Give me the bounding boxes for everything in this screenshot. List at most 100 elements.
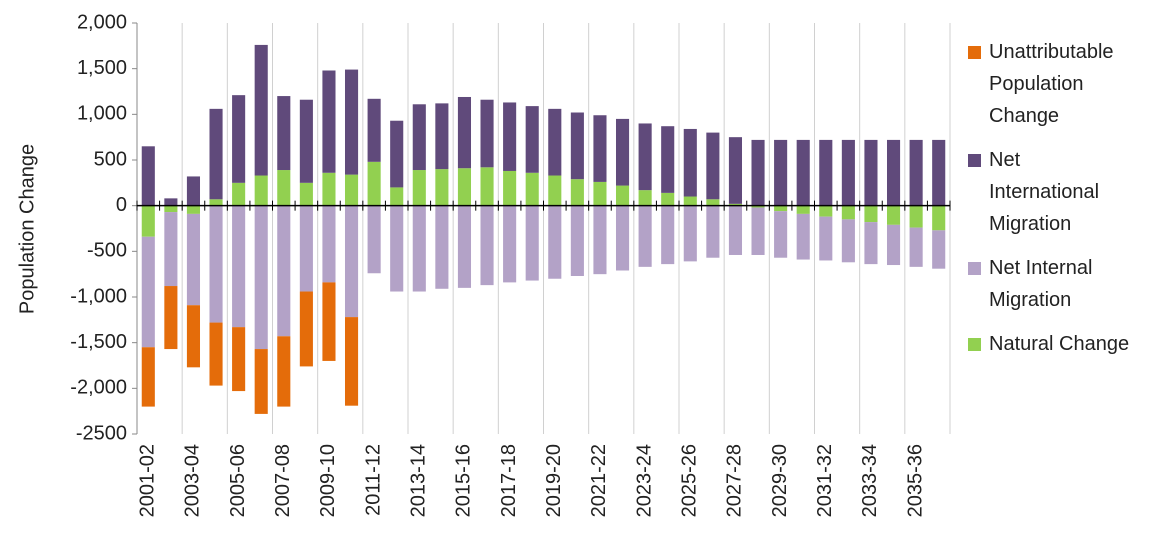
x-tick-label: 2015-16 bbox=[453, 444, 475, 517]
y-tick-label: -2500 bbox=[76, 422, 127, 444]
x-tick-label: 2001-02 bbox=[137, 444, 159, 517]
bar bbox=[819, 216, 833, 261]
bar bbox=[322, 172, 336, 206]
bar bbox=[932, 139, 946, 206]
bar bbox=[209, 199, 223, 206]
bar bbox=[141, 205, 155, 237]
legend-label: Net International Migration bbox=[989, 149, 1100, 235]
bar bbox=[683, 196, 697, 206]
bar bbox=[864, 139, 878, 206]
bar bbox=[886, 224, 901, 266]
x-tick-label: 2029-30 bbox=[769, 444, 791, 517]
bar bbox=[661, 205, 675, 265]
bar bbox=[435, 103, 449, 170]
legend-swatch bbox=[968, 262, 981, 275]
y-tick-label: 500 bbox=[94, 148, 127, 170]
bar bbox=[864, 205, 878, 223]
bar bbox=[661, 192, 675, 206]
bar bbox=[367, 161, 381, 206]
y-tick-label: -500 bbox=[87, 240, 127, 262]
bar bbox=[254, 175, 268, 206]
bar bbox=[390, 187, 404, 206]
bar bbox=[796, 139, 810, 206]
bar bbox=[503, 170, 517, 206]
y-tick-label: 0 bbox=[116, 194, 127, 216]
bar bbox=[277, 205, 291, 337]
bar bbox=[796, 213, 810, 260]
legend-item: Natural Change bbox=[968, 328, 1148, 360]
x-tick-label: 2013-14 bbox=[408, 444, 430, 517]
bar bbox=[503, 102, 517, 171]
bar bbox=[728, 203, 743, 206]
bar bbox=[525, 106, 539, 173]
bar bbox=[819, 139, 833, 206]
bar bbox=[254, 349, 268, 414]
bar bbox=[683, 128, 697, 197]
bar bbox=[209, 108, 223, 200]
bar bbox=[322, 282, 336, 361]
bar bbox=[277, 336, 291, 407]
bar bbox=[412, 205, 426, 292]
x-tick-label: 2009-10 bbox=[317, 444, 339, 517]
bar bbox=[706, 205, 720, 258]
bar bbox=[864, 222, 878, 265]
bar bbox=[322, 205, 336, 283]
bar bbox=[232, 327, 246, 392]
bar bbox=[548, 205, 562, 279]
y-tick-label: 1,000 bbox=[77, 103, 127, 125]
bar bbox=[164, 198, 178, 206]
y-tick-label: -2,000 bbox=[70, 377, 127, 399]
bar bbox=[548, 175, 562, 206]
bar bbox=[254, 205, 268, 350]
bar bbox=[209, 205, 223, 323]
bar bbox=[254, 44, 268, 176]
y-axis-label: Population Change bbox=[16, 144, 38, 314]
legend-item: Unattributable Population Change bbox=[968, 36, 1148, 132]
bar bbox=[164, 205, 178, 213]
bar bbox=[299, 99, 313, 183]
bar bbox=[322, 70, 336, 173]
y-tick-label: -1,000 bbox=[70, 285, 127, 307]
bar bbox=[909, 139, 923, 206]
bar bbox=[593, 205, 607, 275]
bar bbox=[164, 212, 178, 287]
x-tick-label: 2025-26 bbox=[679, 444, 701, 517]
bar bbox=[232, 95, 246, 183]
bar bbox=[841, 205, 855, 220]
bar bbox=[774, 211, 788, 258]
x-tick-label: 2035-36 bbox=[904, 444, 926, 517]
bar bbox=[367, 98, 381, 162]
bar bbox=[186, 205, 201, 214]
x-tick-label: 2017-18 bbox=[498, 444, 520, 517]
bar bbox=[141, 347, 155, 407]
bar bbox=[932, 230, 946, 269]
bar bbox=[615, 185, 630, 206]
bar bbox=[683, 205, 697, 262]
legend-label: Unattributable Population Change bbox=[989, 41, 1114, 127]
bar bbox=[412, 104, 426, 171]
bar bbox=[457, 168, 472, 206]
bar bbox=[841, 219, 855, 263]
bar bbox=[367, 205, 381, 274]
legend-label: Net Internal Migration bbox=[989, 257, 1093, 311]
bar bbox=[209, 322, 223, 386]
legend-item: Net Internal Migration bbox=[968, 252, 1148, 316]
bar bbox=[232, 182, 246, 206]
bar bbox=[186, 176, 201, 206]
bar bbox=[886, 139, 901, 206]
bar bbox=[751, 139, 765, 206]
bar bbox=[638, 205, 652, 267]
bar bbox=[774, 139, 788, 206]
bar bbox=[186, 305, 201, 368]
bar bbox=[706, 132, 720, 200]
bar bbox=[141, 146, 155, 206]
y-tick-label: -1,500 bbox=[70, 331, 127, 353]
bar bbox=[480, 99, 494, 168]
bar bbox=[457, 96, 472, 169]
bar bbox=[751, 207, 765, 255]
bar bbox=[593, 181, 607, 206]
bar bbox=[525, 172, 539, 206]
bar bbox=[277, 170, 291, 206]
